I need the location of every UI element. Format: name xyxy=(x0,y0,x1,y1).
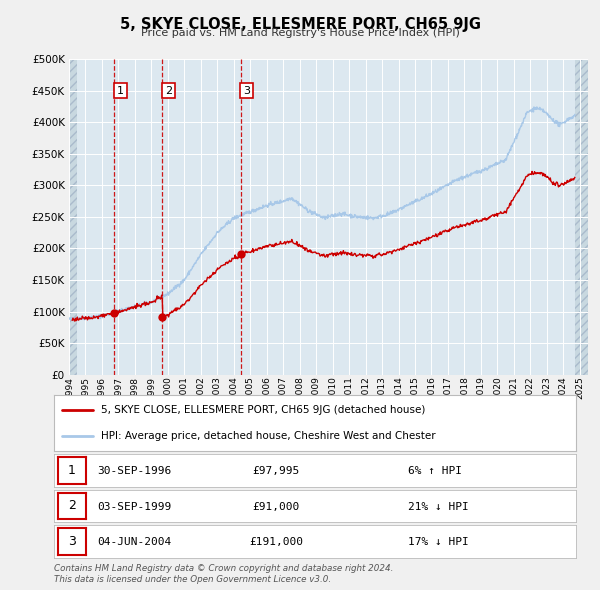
Text: 3: 3 xyxy=(243,86,250,96)
Text: 3: 3 xyxy=(68,535,76,548)
Text: £97,995: £97,995 xyxy=(253,466,299,476)
Text: 17% ↓ HPI: 17% ↓ HPI xyxy=(408,537,469,547)
Text: 1: 1 xyxy=(68,464,76,477)
Text: 04-JUN-2004: 04-JUN-2004 xyxy=(97,537,172,547)
Text: 03-SEP-1999: 03-SEP-1999 xyxy=(97,502,172,512)
Text: Contains HM Land Registry data © Crown copyright and database right 2024.: Contains HM Land Registry data © Crown c… xyxy=(54,565,394,573)
Text: 2: 2 xyxy=(68,499,76,513)
Text: This data is licensed under the Open Government Licence v3.0.: This data is licensed under the Open Gov… xyxy=(54,575,331,584)
Text: 6% ↑ HPI: 6% ↑ HPI xyxy=(408,466,462,476)
Text: 5, SKYE CLOSE, ELLESMERE PORT, CH65 9JG: 5, SKYE CLOSE, ELLESMERE PORT, CH65 9JG xyxy=(119,17,481,31)
Text: HPI: Average price, detached house, Cheshire West and Chester: HPI: Average price, detached house, Ches… xyxy=(101,431,436,441)
Text: 1: 1 xyxy=(117,86,124,96)
Bar xyxy=(69,59,77,375)
Text: 21% ↓ HPI: 21% ↓ HPI xyxy=(408,502,469,512)
Text: £91,000: £91,000 xyxy=(253,502,299,512)
Text: £191,000: £191,000 xyxy=(249,537,303,547)
Bar xyxy=(575,59,588,375)
Text: 30-SEP-1996: 30-SEP-1996 xyxy=(97,466,172,476)
Text: 2: 2 xyxy=(165,86,172,96)
Text: 5, SKYE CLOSE, ELLESMERE PORT, CH65 9JG (detached house): 5, SKYE CLOSE, ELLESMERE PORT, CH65 9JG … xyxy=(101,405,425,415)
Text: Price paid vs. HM Land Registry's House Price Index (HPI): Price paid vs. HM Land Registry's House … xyxy=(140,28,460,38)
